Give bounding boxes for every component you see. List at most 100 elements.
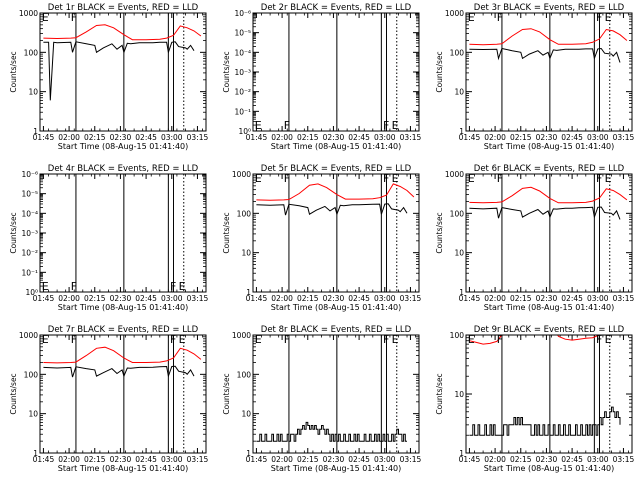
x-tick-label: 02:30 [536,133,558,142]
panel-det-2: Det 2r BLACK = Events, RED = LLD 10⁰ 10⁻¹ 1… [222,3,421,151]
flag-label: E [468,172,475,185]
y-axis-label: Counts/sec [222,212,231,253]
x-tick-label: 02:15 [297,294,319,303]
panel-title: Det 3r BLACK = Events, RED = LLD [474,3,625,13]
y-tick-label: 100 [450,209,465,218]
y-tick-label: 1 [246,449,251,458]
flag-label: F [596,172,602,185]
x-tick-label: 01:45 [459,133,481,142]
y-tick-label: 1 [459,288,464,297]
x-tick-label: 02:45 [348,133,370,142]
y-tick-label: 10 [28,88,38,97]
x-tick-label: 02:30 [110,133,132,142]
x-axis-label: Start Time (08-Aug-15 01:41:40) [58,142,189,151]
panel-title: Det 7r BLACK = Events, RED = LLD [48,325,199,335]
x-tick-label: 02:45 [135,133,157,142]
y-tick-label: 1000 [19,331,38,340]
plot-frame [39,334,207,454]
y-tick-label: 10 [454,249,464,258]
x-tick-label: 02:00 [484,133,506,142]
x-tick-label: 02:00 [484,294,506,303]
x-tick-label: 03:15 [187,455,209,464]
flag-label: F [284,119,290,132]
x-tick-label: 02:00 [58,294,80,303]
series-lld-line [43,24,202,41]
x-tick-label: 02:45 [348,294,370,303]
flag-label: E [179,280,186,293]
flag-label: F [596,333,602,346]
series-group [43,346,202,379]
y-tick-label: 10⁻⁵ [21,190,38,199]
x-axis-label: Start Time (08-Aug-15 01:41:40) [58,464,189,473]
y-tick-label: 1 [246,288,251,297]
y-tick-label: 10⁻² [21,249,38,258]
x-tick-label: 03:00 [374,133,396,142]
y-axis-label: Counts/sec [9,373,18,414]
panel-det-3: Det 3r BLACK = Events, RED = LLD 1 10 100 10… [435,3,634,151]
y-axis-label: Counts/sec [222,373,231,414]
series-group [256,421,407,442]
flag-label: F [170,280,176,293]
series-events-line [256,203,408,216]
x-tick-label: 03:00 [587,294,609,303]
y-tick-label: 10 [454,390,464,399]
x-tick-label: 03:00 [161,294,183,303]
flag-label: E [605,172,612,185]
flag-label: F [71,280,77,293]
y-tick-label: 10 [454,88,464,97]
plot-frame [252,334,420,454]
x-tick-label: 03:15 [400,133,422,142]
y-tick-label: 10 [241,249,251,258]
x-tick-label: 02:30 [323,294,345,303]
y-tick-label: 10⁻⁵ [234,29,251,38]
x-tick-label: 02:00 [271,455,293,464]
x-tick-label: 02:30 [536,294,558,303]
flag-label: F [497,333,503,346]
y-axis-label: Counts/sec [9,212,18,253]
y-tick-label: 100 [450,48,465,57]
flag-label: E [392,172,399,185]
flag-label: E [255,333,262,346]
panel-det-6: Det 6r BLACK = Events, RED = LLD 1 10 100 10… [435,164,634,312]
series-events-line [469,406,621,436]
y-tick-label: 10⁻¹ [234,107,251,116]
flag-label: E [468,333,475,346]
x-tick-label: 02:15 [510,455,532,464]
flag-label: F [284,333,290,346]
x-axis-label: Start Time (08-Aug-15 01:41:40) [271,303,402,312]
y-tick-label: 1000 [232,170,251,179]
flag-label: E [179,333,186,346]
x-axis-label: Start Time (08-Aug-15 01:41:40) [271,464,402,473]
x-tick-label: 02:45 [135,294,157,303]
x-tick-label: 03:15 [613,133,635,142]
y-axis-label: Counts/sec [9,51,18,92]
panel-det-5: Det 5r BLACK = Events, RED = LLD 1 10 100 10… [222,164,421,312]
y-tick-label: 10⁻⁴ [21,209,38,218]
flag-label: E [605,11,612,24]
panel-det-7: Det 7r BLACK = Events, RED = LLD 1 10 100 10… [9,325,208,473]
panel-det-9: Det 9r BLACK = Events, RED = LLD 1 10 100 01… [435,325,634,473]
y-tick-label: 10⁻³ [21,229,38,238]
y-tick-label: 1000 [445,9,464,18]
flag-label: E [42,11,49,24]
panel-title: Det 8r BLACK = Events, RED = LLD [261,325,412,335]
plot-frame [39,12,207,132]
series-group [43,24,202,101]
x-axis-label: Start Time (08-Aug-15 01:41:40) [484,464,615,473]
x-tick-label: 03:15 [613,455,635,464]
x-tick-label: 03:00 [374,455,396,464]
x-axis-label: Start Time (08-Aug-15 01:41:40) [58,303,189,312]
x-tick-label: 01:45 [33,133,55,142]
x-tick-label: 03:15 [187,294,209,303]
x-tick-label: 02:00 [58,455,80,464]
panel-det-1: Det 1r BLACK = Events, RED = LLD 1 10 100 10… [9,3,208,151]
x-tick-label: 03:00 [161,133,183,142]
panel-title: Det 5r BLACK = Events, RED = LLD [261,164,412,174]
y-axis-label: Counts/sec [222,51,231,92]
x-tick-label: 02:15 [510,133,532,142]
series-lld-line [43,346,202,364]
x-tick-label: 01:45 [459,455,481,464]
series-group [469,335,627,436]
flag-label: E [392,333,399,346]
